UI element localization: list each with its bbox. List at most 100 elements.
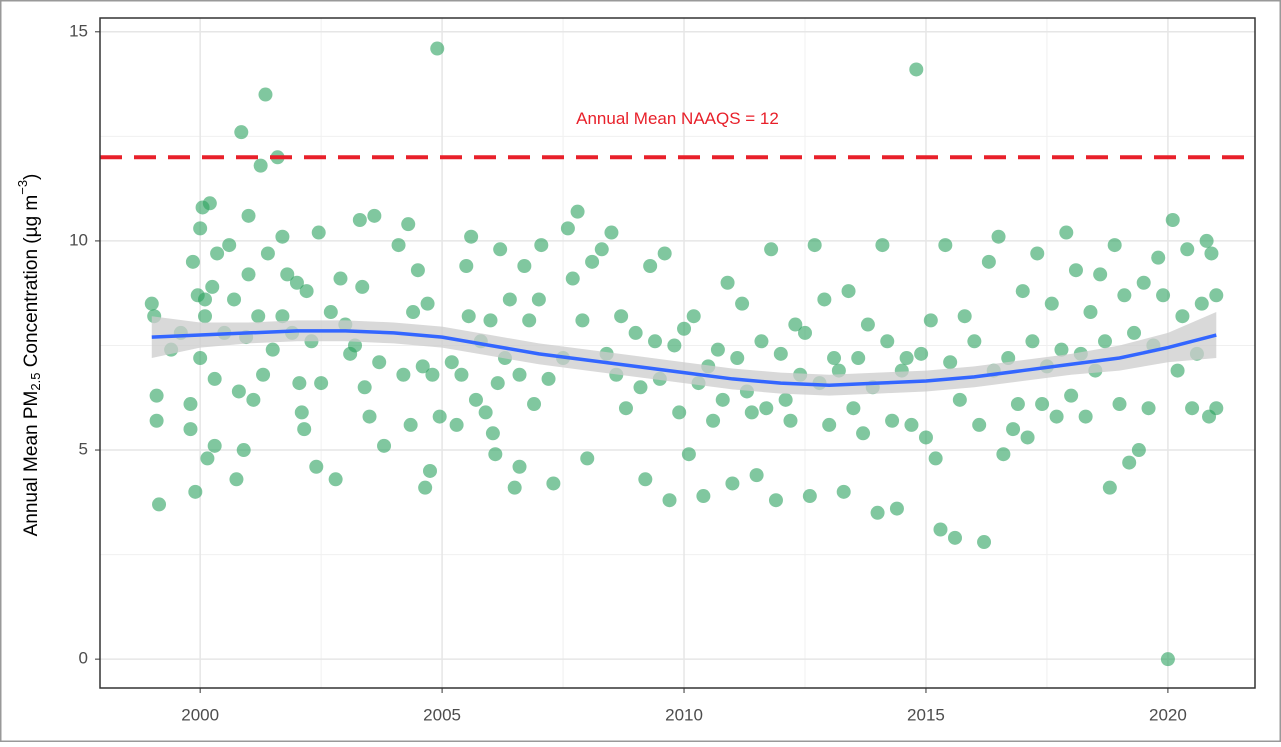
point [227,292,242,307]
point [246,392,261,407]
point [292,376,307,391]
point [323,305,338,320]
point [788,317,803,332]
point [1204,246,1219,261]
point [459,259,474,274]
point [686,309,701,324]
point [546,476,561,491]
panel-border [99,17,1256,689]
y-axis-label: Annual Mean PM2.5 Concentration (µg m−3) [15,174,43,537]
point [367,208,382,223]
point [744,405,759,420]
point [720,275,735,290]
y-label-sup: −3 [15,180,30,195]
y-tick-label: 5 [79,440,88,459]
point [410,263,425,278]
point [846,401,861,416]
point [1127,325,1142,340]
point [735,296,750,311]
point [1194,296,1209,311]
point [1001,351,1016,366]
point [478,405,493,420]
point [827,351,842,366]
y-label-sub: 2.5 [28,373,43,391]
point [1209,288,1224,303]
point [391,238,406,253]
point [914,346,929,361]
annotation: Annual Mean NAAQS = 12 [576,109,779,128]
point [938,238,953,253]
point [778,392,793,407]
point [1170,363,1185,378]
point [628,325,643,340]
point [299,284,314,299]
point [943,355,958,370]
point [256,367,271,382]
point [464,229,479,244]
point [604,225,619,240]
point [522,313,537,328]
point [1107,238,1122,253]
point [444,355,459,370]
point [1165,213,1180,228]
point [977,535,992,550]
point [236,443,251,458]
point [725,476,740,491]
point [297,422,312,437]
point [1068,263,1083,278]
point [667,338,682,353]
point [403,417,418,432]
point [618,401,633,416]
point [856,426,871,441]
x-tick-label: 2005 [423,705,461,724]
point [1117,288,1132,303]
point [807,238,822,253]
point [643,259,658,274]
point [260,246,275,261]
point [485,426,500,441]
point [967,334,982,349]
point [560,221,575,236]
point [570,204,585,219]
point [401,217,416,232]
point [241,208,256,223]
point [1175,309,1190,324]
point [527,397,542,412]
point [251,309,266,324]
point [841,284,856,299]
point [1122,455,1137,470]
point [996,447,1011,462]
point [972,417,987,432]
point [275,229,290,244]
point [889,501,904,516]
point [362,409,377,424]
point [1010,397,1025,412]
point [314,376,329,391]
point [594,242,609,257]
point [198,309,212,324]
y-tick-label: 15 [69,21,88,40]
point [715,392,730,407]
point [749,468,764,483]
point [1006,422,1021,437]
point [1020,430,1035,445]
point [1102,480,1117,495]
point [333,271,348,286]
point [885,413,900,428]
point [672,405,687,420]
point [759,401,774,416]
point [231,384,246,399]
point [289,275,304,290]
point [981,254,996,269]
point [328,472,343,487]
point [875,238,890,253]
point [1112,397,1127,412]
point [1083,305,1098,320]
point [754,334,769,349]
point [1064,388,1079,403]
point [870,505,885,520]
point [183,397,198,412]
point [1180,242,1195,257]
y-label-part: ) [21,174,42,180]
point [730,351,745,366]
